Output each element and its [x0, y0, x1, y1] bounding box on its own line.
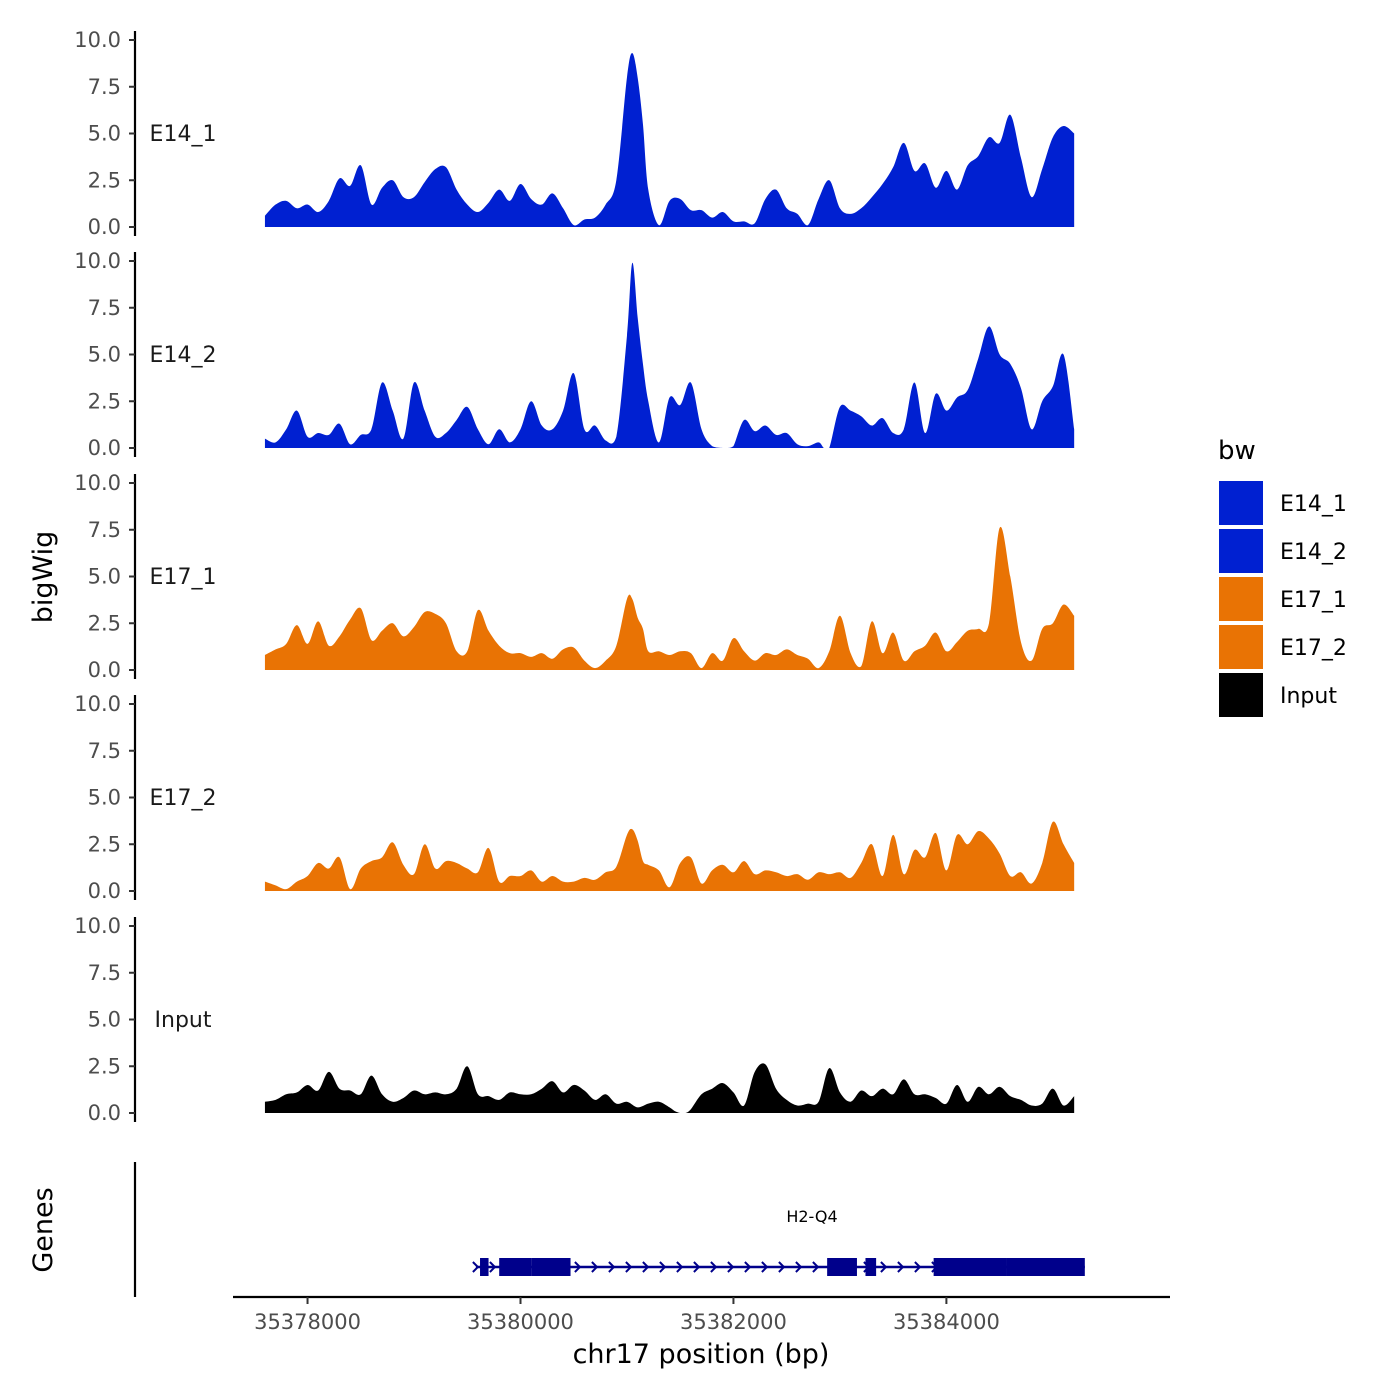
track-label-E17_1: E17_1 — [150, 565, 217, 590]
y-tick-label: 0.0 — [88, 879, 121, 903]
y-tick-label: 2.5 — [88, 389, 121, 413]
x-tick-label: 35384000 — [893, 1310, 1000, 1334]
legend-swatch — [1217, 623, 1265, 671]
panel-Input: 0.0 2.5 5.0 7.5 10.0 Input — [74, 914, 1075, 1125]
legend-item-E14_1: E14_1 — [1217, 479, 1347, 527]
strand-arrow — [676, 1261, 684, 1273]
y-tick-label: 2.5 — [88, 1054, 121, 1078]
gene-exon — [499, 1258, 532, 1276]
y-tick-label: 10.0 — [74, 249, 121, 273]
signal-area-E17_2 — [264, 821, 1075, 891]
gene-name-label: H2-Q4 — [786, 1207, 837, 1226]
legend-title: bw — [1218, 436, 1256, 466]
y-axis-title: bigWig — [28, 531, 59, 624]
signal-area-E14_1 — [264, 53, 1075, 228]
x-tick-label: 35378000 — [254, 1310, 361, 1334]
gene-exon — [480, 1258, 489, 1276]
y-tick-label: 0.0 — [88, 436, 121, 460]
legend-item-E14_2: E14_2 — [1217, 527, 1347, 575]
strand-arrow — [608, 1261, 616, 1273]
strand-arrow — [914, 1261, 922, 1273]
strand-arrow — [795, 1261, 803, 1273]
legend-swatch — [1217, 479, 1265, 527]
legend-item-Input: Input — [1217, 671, 1337, 719]
y-tick-label: 2.5 — [88, 168, 121, 192]
legend-label: E14_2 — [1280, 540, 1347, 565]
y-tick-label: 5.0 — [88, 343, 121, 367]
strand-arrow — [591, 1261, 599, 1273]
legend-items: E14_1 E14_2 E17_1 E17_2 Input — [1217, 479, 1347, 719]
y-tick-label: 10.0 — [74, 914, 121, 938]
track-label-E14_2: E14_2 — [150, 343, 217, 368]
panel-E14_2: 0.0 2.5 5.0 7.5 10.0 E14_2 — [74, 249, 1075, 460]
y-tick-label: 2.5 — [88, 832, 121, 856]
y-tick-label: 2.5 — [88, 611, 121, 635]
strand-arrow — [625, 1261, 633, 1273]
panel-E17_2: 0.0 2.5 5.0 7.5 10.0 E17_2 — [74, 692, 1075, 903]
strand-arrow — [812, 1261, 820, 1273]
legend-swatch — [1217, 527, 1265, 575]
x-tick-label: 35380000 — [467, 1310, 574, 1334]
y-tick-label: 7.5 — [88, 739, 121, 763]
x-axis-ticks: 35378000 35380000 35382000 35384000 — [254, 1297, 1000, 1334]
legend-swatch — [1217, 575, 1265, 623]
y-tick-label: 10.0 — [74, 471, 121, 495]
legend-item-E17_1: E17_1 — [1217, 575, 1347, 623]
strand-arrow — [710, 1261, 718, 1273]
panel-E17_1: 0.0 2.5 5.0 7.5 10.0 E17_1 — [74, 471, 1075, 682]
y-tick-label: 5.0 — [88, 1008, 121, 1032]
y-tick-label: 7.5 — [88, 518, 121, 542]
y-tick-label: 10.0 — [74, 692, 121, 716]
gene-model — [472, 1258, 1085, 1276]
track-label-E17_2: E17_2 — [150, 786, 217, 811]
y-tick-label: 7.5 — [88, 961, 121, 985]
legend-swatch — [1217, 671, 1265, 719]
signal-area-E14_2 — [264, 262, 1075, 448]
y-tick-label: 10.0 — [74, 28, 121, 52]
gene-exon — [531, 1258, 571, 1276]
strand-arrow — [727, 1261, 735, 1273]
signal-area-E17_1 — [264, 526, 1075, 670]
y-tick-label: 7.5 — [88, 75, 121, 99]
gene-exon — [1006, 1258, 1085, 1276]
strand-arrow — [880, 1261, 888, 1273]
legend-label: Input — [1280, 684, 1337, 709]
gene-exon — [933, 1258, 1007, 1276]
y-tick-label: 0.0 — [88, 658, 121, 682]
panel-E14_1: 0.0 2.5 5.0 7.5 10.0 E14_1 — [74, 28, 1075, 239]
legend-label: E14_1 — [1280, 492, 1347, 517]
strand-arrow — [761, 1261, 769, 1273]
legend-label: E17_2 — [1280, 636, 1347, 661]
strand-arrow — [472, 1261, 480, 1273]
x-axis: 35378000 35380000 35382000 35384000 chr17 p… — [233, 1295, 1170, 1370]
strand-arrow — [778, 1261, 786, 1273]
y-tick-label: 7.5 — [88, 296, 121, 320]
gene-track: Genes H2-Q4 — [28, 1162, 1085, 1297]
strand-arrow — [642, 1261, 650, 1273]
x-tick-label: 35382000 — [680, 1310, 787, 1334]
legend-item-E17_2: E17_2 — [1217, 623, 1347, 671]
strand-arrow — [659, 1261, 667, 1273]
y-tick-label: 5.0 — [88, 565, 121, 589]
track-label-Input: Input — [155, 1008, 212, 1033]
y-tick-label: 5.0 — [88, 122, 121, 146]
strand-arrow — [744, 1261, 752, 1273]
strand-arrow — [574, 1261, 582, 1273]
x-axis-title: chr17 position (bp) — [573, 1339, 830, 1370]
gene-track-title: Genes — [28, 1187, 59, 1272]
legend-label: E17_1 — [1280, 588, 1347, 613]
y-tick-label: 0.0 — [88, 215, 121, 239]
y-tick-label: 0.0 — [88, 1101, 121, 1125]
signal-area-Input — [264, 1063, 1075, 1113]
track-panels: 0.0 2.5 5.0 7.5 10.0 E14_1 0.0 2.5 5.0 7.5 10.0 E14… — [74, 28, 1075, 1125]
strand-arrow — [897, 1261, 905, 1273]
strand-arrow — [693, 1261, 701, 1273]
y-tick-label: 5.0 — [88, 786, 121, 810]
legend: bw E14_1 E14_2 E17_1 E17_2 Input — [1217, 436, 1347, 719]
gene-exon — [865, 1258, 877, 1276]
strand-arrow — [489, 1261, 497, 1273]
gene-exon — [827, 1258, 857, 1276]
track-label-E14_1: E14_1 — [150, 122, 217, 147]
